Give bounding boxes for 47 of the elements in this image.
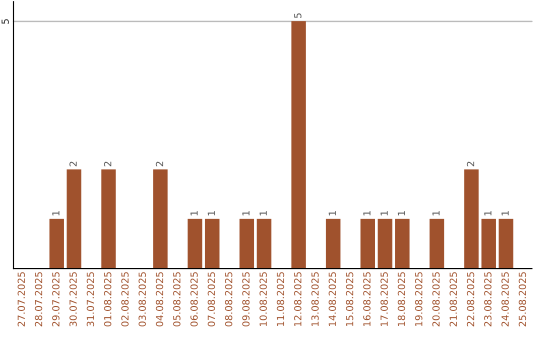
x-tick-label: 14.08.2025	[328, 272, 336, 326]
data-label: 1	[380, 211, 388, 216]
x-tick-label: 07.08.2025	[208, 272, 216, 326]
data-label: 1	[242, 211, 250, 216]
data-label: 5	[294, 13, 302, 18]
data-label: 1	[52, 211, 60, 216]
x-tick-label: 10.08.2025	[260, 272, 267, 326]
x-tick-label: 19.08.2025	[415, 272, 422, 326]
x-tick-label: 21.08.2025	[450, 272, 457, 326]
x-tick-label: 15.08.2025	[346, 272, 354, 326]
x-tick-label: 23.08.2025	[484, 272, 492, 326]
x-tick-label: 25.08.2025	[518, 272, 526, 326]
x-tick-label: 08.08.2025	[224, 272, 232, 326]
x-tick-label: 18.08.2025	[398, 272, 406, 326]
data-label: 1	[208, 211, 215, 216]
x-tick-label: 30.07.2025	[69, 272, 77, 326]
data-label: 1	[484, 211, 492, 216]
x-tick-label: 22.08.2025	[466, 272, 474, 326]
data-label: 2	[104, 162, 112, 166]
x-tick-label: 09.08.2025	[242, 272, 250, 326]
x-tick-label: 20.08.2025	[432, 272, 440, 326]
x-tick-label: 04.08.2025	[156, 272, 164, 326]
data-label: 2	[156, 162, 164, 166]
x-tick-label: 11.08.2025	[276, 272, 284, 326]
x-tick-label: 03.08.2025	[138, 272, 146, 326]
x-tick-label: 02.08.2025	[121, 272, 129, 326]
x-tick-label: 17.08.2025	[380, 272, 388, 326]
data-label: 1	[502, 211, 509, 216]
data-label: 2	[466, 162, 474, 166]
x-tick-label: 16.08.2025	[363, 272, 371, 326]
x-tick-label: 05.08.2025	[173, 272, 180, 326]
x-tick-label: 31.07.2025	[86, 272, 94, 326]
data-label: 1	[190, 211, 198, 216]
data-label: 1	[398, 211, 405, 216]
data-label: 1	[432, 211, 440, 216]
x-tick-label: 01.08.2025	[104, 272, 112, 326]
data-label: 1	[328, 211, 336, 216]
x-tick-label: 13.08.2025	[311, 272, 319, 326]
data-label: 1	[363, 211, 370, 216]
x-tick-label: 06.08.2025	[190, 272, 198, 326]
x-tick-label: 12.08.2025	[294, 272, 302, 326]
x-tick-label: 29.07.2025	[52, 272, 60, 326]
x-tick-label: 28.07.2025	[34, 272, 42, 326]
x-tick-label: 24.08.2025	[501, 272, 509, 326]
data-label: 1	[260, 211, 267, 216]
data-label: 2	[69, 162, 77, 166]
x-tick-label: 27.07.2025	[18, 272, 25, 326]
